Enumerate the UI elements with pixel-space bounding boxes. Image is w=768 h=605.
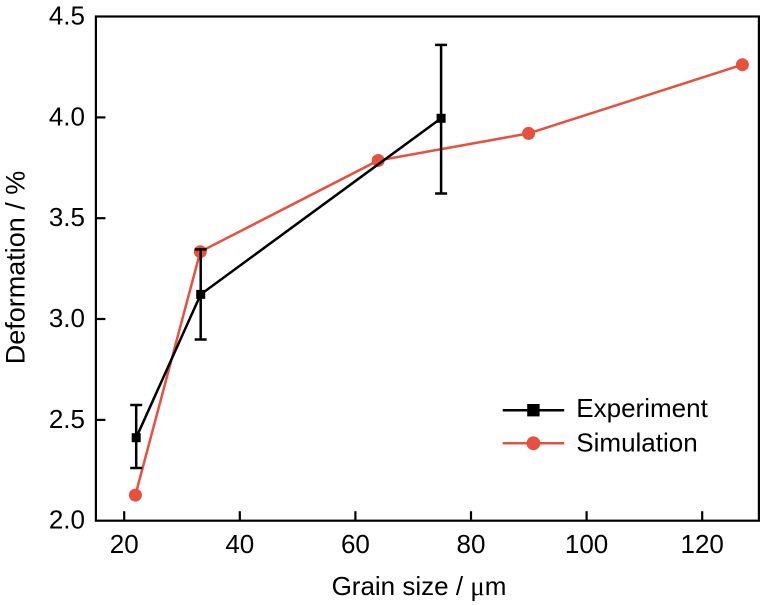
svg-text:100: 100	[565, 529, 608, 559]
svg-text:3.0: 3.0	[49, 303, 85, 333]
svg-text:2.5: 2.5	[49, 404, 85, 434]
svg-text:40: 40	[225, 529, 254, 559]
svg-text:Simulation: Simulation	[576, 428, 697, 458]
svg-text:Experiment: Experiment	[576, 393, 708, 423]
svg-text:60: 60	[341, 529, 370, 559]
svg-text:Deformation / %: Deformation / %	[1, 171, 31, 365]
svg-text:3.5: 3.5	[49, 202, 85, 232]
svg-text:120: 120	[681, 529, 724, 559]
svg-text:80: 80	[457, 529, 486, 559]
svg-text:20: 20	[110, 529, 139, 559]
svg-text:4.5: 4.5	[49, 1, 85, 31]
svg-text:4.0: 4.0	[49, 101, 85, 131]
svg-text:Grain size / μm: Grain size / μm	[332, 571, 507, 601]
svg-text:2.0: 2.0	[49, 505, 85, 535]
